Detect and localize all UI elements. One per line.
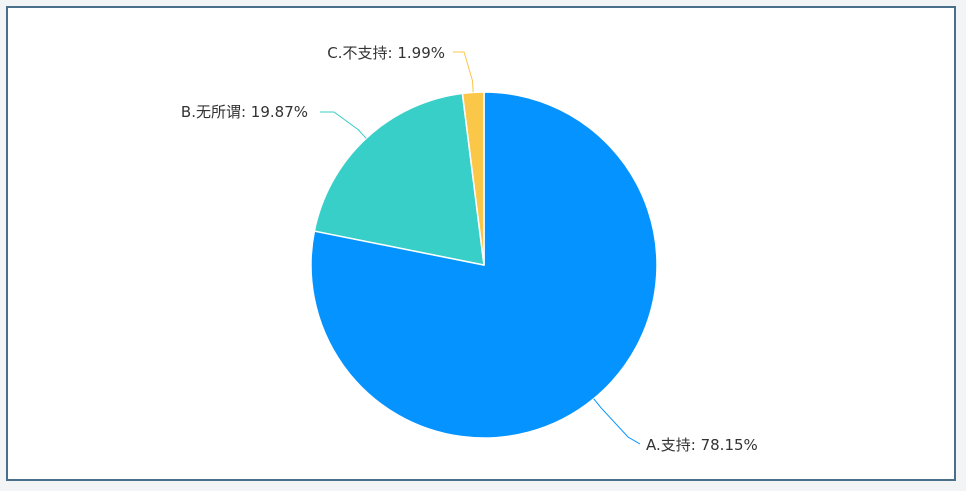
slice-labels: A.支持: 78.15% B.无所谓: 19.87% C.不支持: 1.99%	[181, 44, 758, 454]
pie-slice-2[interactable]	[313, 92, 485, 266]
slice-label-2: B.无所谓: 19.87%	[181, 103, 308, 121]
chart-frame: A.支持: 78.15% B.无所谓: 19.87% C.不支持: 1.99%	[6, 6, 956, 481]
pie-slices	[310, 91, 658, 439]
leader-line-2	[320, 111, 367, 139]
slice-label-1: A.支持: 78.15%	[646, 436, 758, 454]
leader-lines	[320, 51, 641, 445]
pie-slice-3[interactable]	[461, 91, 485, 266]
pie-chart: A.支持: 78.15% B.无所谓: 19.87% C.不支持: 1.99%	[181, 44, 758, 454]
leader-line-3	[453, 51, 474, 93]
leader-line-1	[593, 398, 641, 445]
slice-label-3: C.不支持: 1.99%	[327, 44, 445, 62]
